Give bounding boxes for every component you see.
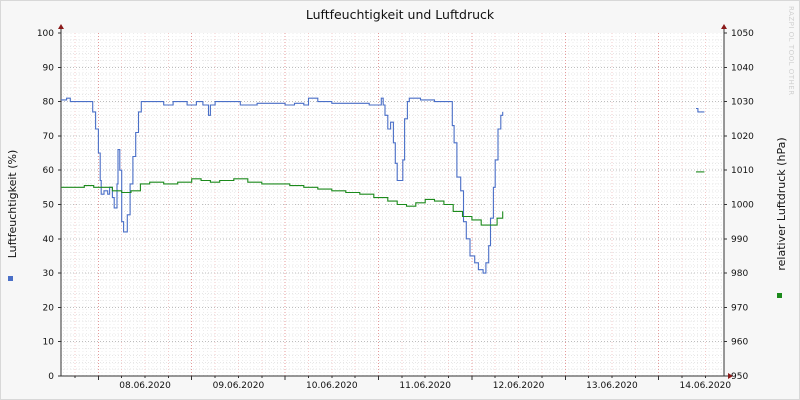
y-right-tick-label: 1020 <box>731 132 754 142</box>
y-left-axis-label: Luftfeuchtigkeit (%) <box>6 150 19 259</box>
x-tick-label: 14.06.2020 <box>680 381 732 391</box>
y-right-tick-label: 1050 <box>731 29 754 39</box>
y-left-tick-label: 40 <box>43 235 55 245</box>
y-left-tick-label: 10 <box>43 338 55 348</box>
x-tick-label: 08.06.2020 <box>119 381 171 391</box>
series <box>61 97 705 274</box>
y-right-tick-label: 980 <box>731 269 748 279</box>
x-tick-label: 13.06.2020 <box>586 381 638 391</box>
y-right-tick-label: 950 <box>731 372 748 382</box>
y-right-tick-label: 1040 <box>731 63 754 73</box>
y-left-tick-label: 70 <box>43 132 55 142</box>
y-left-tick-label: 50 <box>43 201 55 211</box>
x-tick-label: 09.06.2020 <box>213 381 265 391</box>
y-left-tick-label: 20 <box>43 303 55 313</box>
y-left-tick-label: 80 <box>43 98 55 108</box>
y-right-tick-label: 1000 <box>731 201 754 211</box>
x-arrow <box>728 373 733 379</box>
pressure-series-line <box>61 178 504 226</box>
y-right-tick-label: 1030 <box>731 98 754 108</box>
x-tick-label: 11.06.2020 <box>399 381 451 391</box>
chart-title: Luftfeuchtigkeit und Luftdruck <box>305 7 495 22</box>
y-left-tick-label: 60 <box>43 166 55 176</box>
legend-marker-pressure <box>777 293 782 298</box>
axes <box>58 24 733 380</box>
y-right-tick-label: 1010 <box>731 166 754 176</box>
y-right-axis-label: relativer Luftdruck (hPa) <box>775 137 788 270</box>
y-right-tick-label: 990 <box>731 235 748 245</box>
y-left-tick-label: 90 <box>43 63 55 73</box>
x-tick-label: 12.06.2020 <box>493 381 545 391</box>
humidity-series-line <box>696 107 705 113</box>
humidity-series-line <box>61 97 504 274</box>
y-left-arrow <box>58 24 64 29</box>
watermark: RAZPI OL TOOL OTHER <box>787 6 795 96</box>
y-right-arrow <box>721 24 727 29</box>
y-right-tick-label: 970 <box>731 303 748 313</box>
x-tick-label: 10.06.2020 <box>306 381 358 391</box>
y-right-tick-label: 960 <box>731 338 748 348</box>
y-left-tick-label: 0 <box>48 372 54 382</box>
grid <box>61 33 724 376</box>
y-left-tick-label: 100 <box>37 29 54 39</box>
y-left-tick-label: 30 <box>43 269 55 279</box>
legend-marker-humidity <box>8 276 13 281</box>
tick-labels: 0102030405060708090100950960970980990100… <box>37 29 754 391</box>
